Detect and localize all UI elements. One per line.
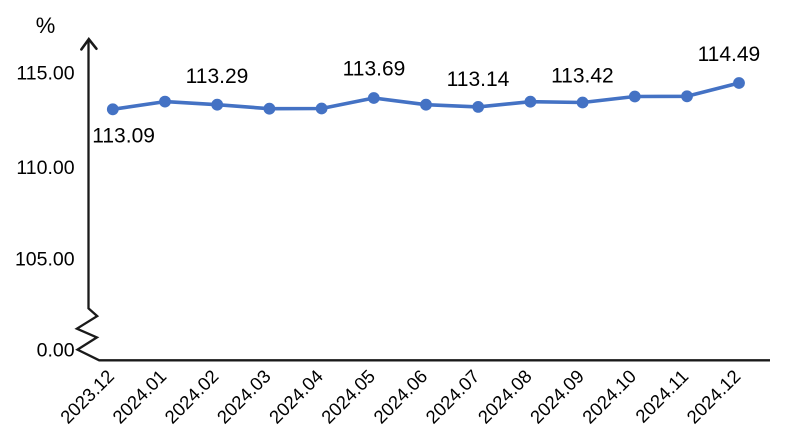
svg-text:%: % (36, 13, 56, 38)
svg-text:0.00: 0.00 (37, 339, 75, 361)
svg-text:113.14: 113.14 (447, 68, 510, 91)
svg-text:115.00: 115.00 (16, 63, 74, 85)
svg-text:113.42: 113.42 (551, 65, 614, 88)
svg-text:113.69: 113.69 (343, 58, 406, 81)
svg-text:113.29: 113.29 (186, 65, 249, 88)
svg-text:105.00: 105.00 (15, 248, 75, 270)
svg-text:114.49: 114.49 (698, 43, 761, 66)
svg-text:113.09: 113.09 (92, 124, 155, 147)
svg-text:110.00: 110.00 (16, 157, 74, 179)
